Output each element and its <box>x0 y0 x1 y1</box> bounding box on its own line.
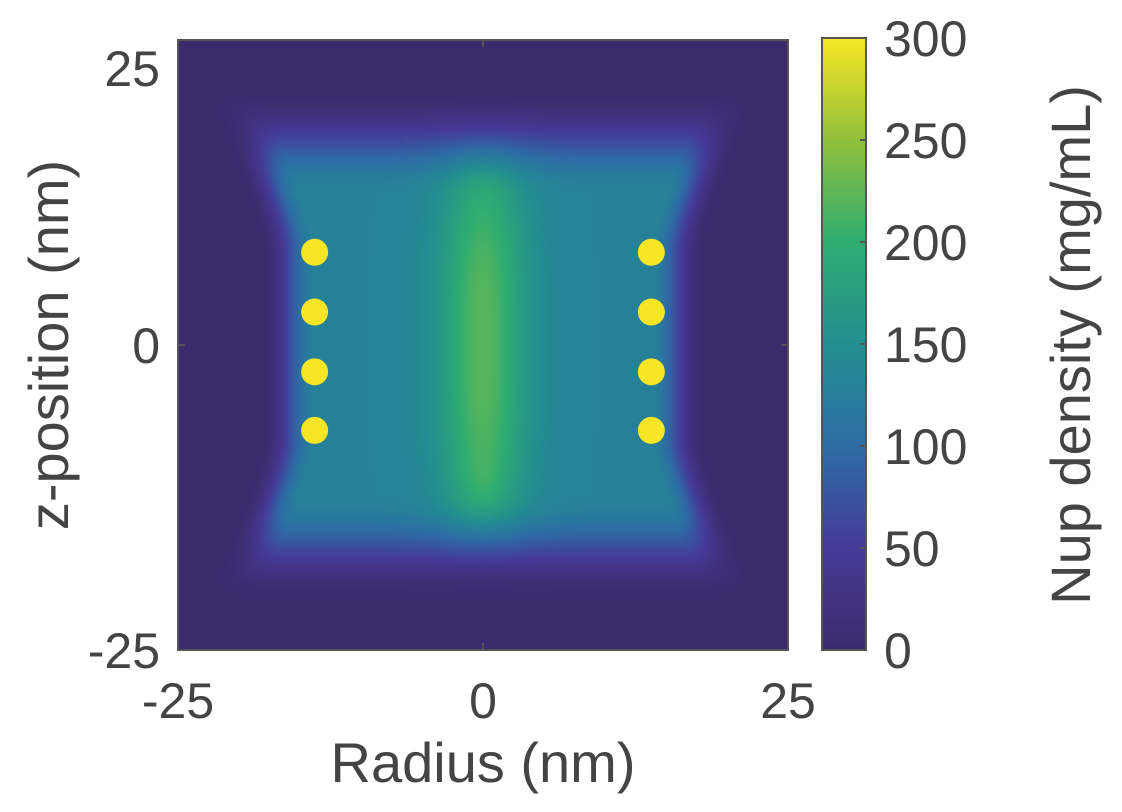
colorbar-label: Nup density (mg/mL) <box>1039 85 1102 605</box>
anchor-point <box>301 298 329 326</box>
colorbar-tick-label: 50 <box>884 521 940 577</box>
tick-marks <box>177 39 789 651</box>
anchor-point <box>637 298 665 326</box>
y-axis-label: z-position (nm) <box>17 160 80 530</box>
anchor-point <box>301 416 329 444</box>
x-tick-label: -25 <box>142 673 214 729</box>
colorbar-tick-label: 100 <box>884 419 967 475</box>
x-tick-label: 25 <box>760 673 816 729</box>
anchor-layer <box>301 238 665 444</box>
colorbar-gradient <box>821 37 867 651</box>
x-tick-labels: -25 0 25 <box>142 673 816 729</box>
anchor-point <box>301 358 329 386</box>
y-tick-labels: -25 0 25 <box>88 41 160 679</box>
anchor-point <box>637 416 665 444</box>
colorbar-tick-labels: 0 50 100 150 200 250 300 <box>860 11 967 679</box>
plot-area <box>177 39 789 651</box>
x-tick-label: 0 <box>469 673 497 729</box>
y-tick-label: -25 <box>88 623 160 679</box>
anchor-point <box>637 358 665 386</box>
colorbar: 0 50 100 150 200 250 300 <box>821 11 967 679</box>
anchor-point <box>301 238 329 266</box>
heatmap-image <box>178 40 788 650</box>
y-tick-label: 25 <box>104 41 160 97</box>
x-axis-label: Radius (nm) <box>331 731 636 794</box>
anchor-point <box>637 238 665 266</box>
colorbar-tick-label: 250 <box>884 113 967 169</box>
y-tick-label: 0 <box>132 318 160 374</box>
colorbar-tick-label: 300 <box>884 11 967 67</box>
colorbar-tick-label: 200 <box>884 215 967 271</box>
colorbar-tick-label: 150 <box>884 317 967 373</box>
colorbar-tick-label: 0 <box>884 623 912 679</box>
